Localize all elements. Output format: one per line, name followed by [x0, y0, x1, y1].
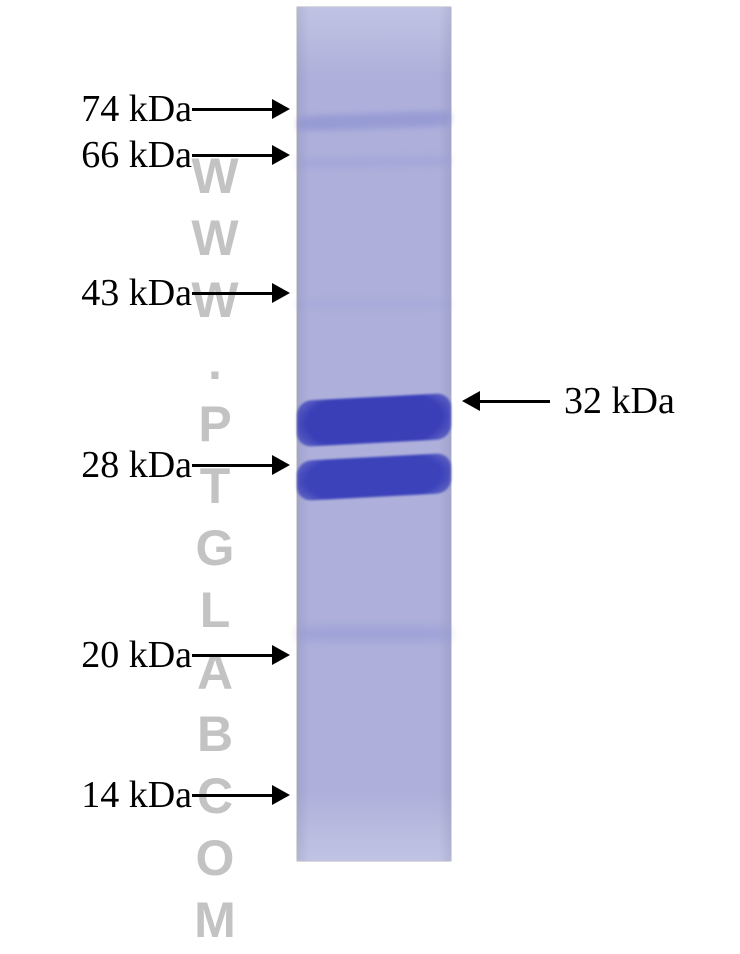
band-43: [297, 299, 451, 309]
arrow-right-icon: [192, 283, 290, 303]
mw-marker-label: 28 kDa: [54, 443, 192, 487]
mw-marker: 74 kDa: [54, 87, 290, 131]
band-faint: [297, 627, 451, 641]
mw-marker: 43 kDa: [54, 271, 290, 315]
band-28: [297, 453, 451, 501]
mw-marker: 66 kDa: [54, 133, 290, 177]
band-32: [297, 393, 451, 447]
band-74: [297, 110, 451, 131]
mw-marker-label: 43 kDa: [54, 271, 192, 315]
arrow-left-icon: [462, 391, 550, 411]
arrow-right-icon: [192, 145, 290, 165]
arrow-right-icon: [192, 99, 290, 119]
arrow-right-icon: [192, 785, 290, 805]
band-callout: 32 kDa: [462, 379, 675, 423]
arrow-right-icon: [192, 455, 290, 475]
gel-lane: [296, 6, 452, 862]
arrow-right-icon: [192, 645, 290, 665]
mw-marker-label: 20 kDa: [66, 633, 192, 677]
mw-marker: 14 kDa: [66, 773, 290, 817]
mw-marker-label: 14 kDa: [66, 773, 192, 817]
mw-marker-label: 74 kDa: [54, 87, 192, 131]
mw-marker: 28 kDa: [54, 443, 290, 487]
mw-marker-label: 66 kDa: [54, 133, 192, 177]
gel-figure: WWW.PTGLABCOM74 kDa66 kDa43 kDa28 kDa20 …: [0, 0, 740, 872]
mw-marker: 20 kDa: [66, 633, 290, 677]
band-66: [297, 156, 451, 169]
band-callout-label: 32 kDa: [564, 379, 675, 423]
